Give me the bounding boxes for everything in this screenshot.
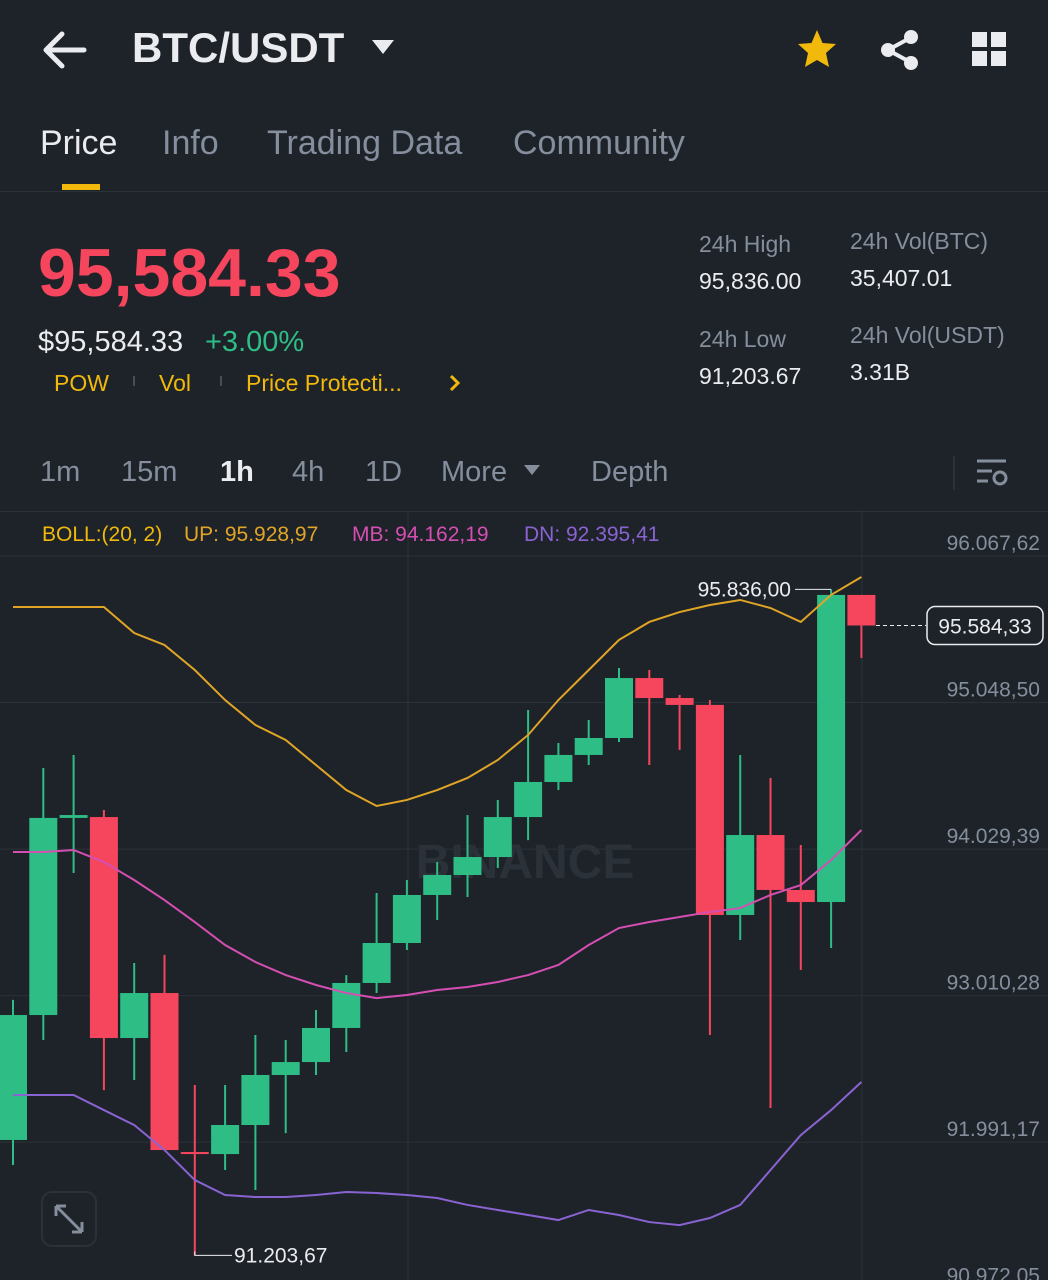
tab[interactable]: Price (40, 124, 118, 162)
band-line (13, 829, 863, 1000)
stat-value: 35,407.01 (850, 265, 953, 291)
candle-body (271, 1062, 300, 1075)
candle-body (483, 817, 512, 858)
last-price: 95,584.33 (38, 235, 341, 311)
candle-body (180, 1152, 209, 1155)
interval[interactable]: 4h (292, 456, 325, 488)
candle-body (302, 1027, 330, 1063)
candle-body (695, 704, 724, 915)
interval[interactable]: 1h (220, 456, 254, 488)
fiat-price: $95,584.33 (38, 326, 184, 358)
band-line (13, 1081, 863, 1227)
candle-body (514, 781, 543, 818)
low-leader (194, 1251, 232, 1256)
y-tick-label: 93.010,28 (947, 972, 1040, 995)
share-button[interactable] (878, 28, 922, 72)
separator (953, 456, 955, 490)
tab-indicator (62, 184, 100, 190)
last-price-box (926, 605, 1044, 646)
candle-body (756, 835, 785, 890)
candle-body (423, 875, 452, 895)
candle-body (544, 754, 573, 782)
candle-body (59, 815, 88, 818)
legend-entry: DN: 92.395,41 (524, 523, 659, 546)
interval[interactable]: 1D (365, 456, 403, 488)
stat-value: 3.31B (850, 359, 911, 385)
legend-entry: MB: 94.162,19 (352, 523, 489, 546)
candle-body (665, 698, 694, 705)
y-tick-label: 96.067,62 (947, 532, 1040, 555)
legend-entry: UP: 95.928,97 (184, 523, 318, 546)
interval[interactable]: More (441, 456, 508, 488)
pair-dropdown[interactable] (370, 38, 396, 56)
tab[interactable]: Community (513, 124, 685, 162)
high-label: 95.836,00 (698, 578, 791, 601)
y-tick-label: 94.029,39 (947, 825, 1040, 848)
price-change: +3.00% (205, 326, 305, 358)
expand-icon (54, 1204, 84, 1234)
interval[interactable]: 15m (121, 456, 178, 488)
tags-more[interactable] (448, 374, 462, 392)
divider (0, 511, 1048, 512)
low-label: 91.203,67 (234, 1244, 327, 1267)
pair-title[interactable]: BTC/USDT (132, 24, 345, 71)
separator (220, 376, 222, 386)
tab[interactable]: Trading Data (267, 124, 463, 162)
y-tick-label: 91.991,17 (947, 1118, 1040, 1141)
band-line (13, 576, 862, 808)
chart-settings[interactable] (974, 456, 1010, 490)
candle-body (635, 678, 664, 699)
candle-body (817, 594, 846, 903)
candle-body (89, 817, 118, 1039)
candle-body (241, 1074, 270, 1126)
candle-body (453, 857, 482, 875)
candle-body (0, 1015, 27, 1140)
candle-body (847, 594, 876, 626)
interval[interactable]: Depth (591, 456, 669, 488)
candle-body (150, 993, 179, 1151)
stat-value: 95,836.00 (699, 268, 802, 294)
indicator-label: BOLL:(20, 2) (42, 523, 162, 546)
stat-value: 91,203.67 (699, 363, 802, 389)
expand-button[interactable] (41, 1191, 97, 1247)
candle-body (605, 678, 633, 738)
stat-label: 24h Vol(BTC) (850, 228, 989, 254)
candle-body (726, 835, 755, 915)
menu-grid[interactable] (970, 30, 1010, 70)
tag[interactable]: POW (54, 370, 109, 396)
stat-label: 24h High (699, 231, 792, 257)
candle-body (786, 889, 815, 903)
interval[interactable]: 1m (40, 456, 81, 488)
tag[interactable]: Price Protecti... (246, 370, 402, 396)
back-button[interactable] (40, 28, 88, 72)
y-tick-label: 95.048,50 (947, 679, 1040, 702)
more-caret (524, 465, 540, 475)
candle-body (574, 737, 603, 755)
candle-body (120, 993, 149, 1039)
candle-body (211, 1125, 240, 1155)
candle-body (29, 817, 58, 1016)
separator (133, 376, 135, 386)
favorite-star[interactable] (795, 28, 839, 70)
stat-label: 24h Vol(USDT) (850, 322, 1005, 348)
stat-label: 24h Low (699, 326, 786, 352)
tag[interactable]: Vol (159, 370, 191, 396)
candlestick-chart: BINANCE 96.067,62 95.048,50 94.029,39 93.01… (0, 510, 1048, 1280)
tab[interactable]: Info (162, 124, 219, 162)
watermark: BINANCE (416, 836, 635, 889)
candle-body (392, 894, 421, 944)
candle-body (362, 943, 391, 983)
y-tick-label: 90.972,05 (947, 1265, 1040, 1280)
last-price-label: 95.584,33 (938, 616, 1031, 639)
divider (0, 191, 1048, 192)
